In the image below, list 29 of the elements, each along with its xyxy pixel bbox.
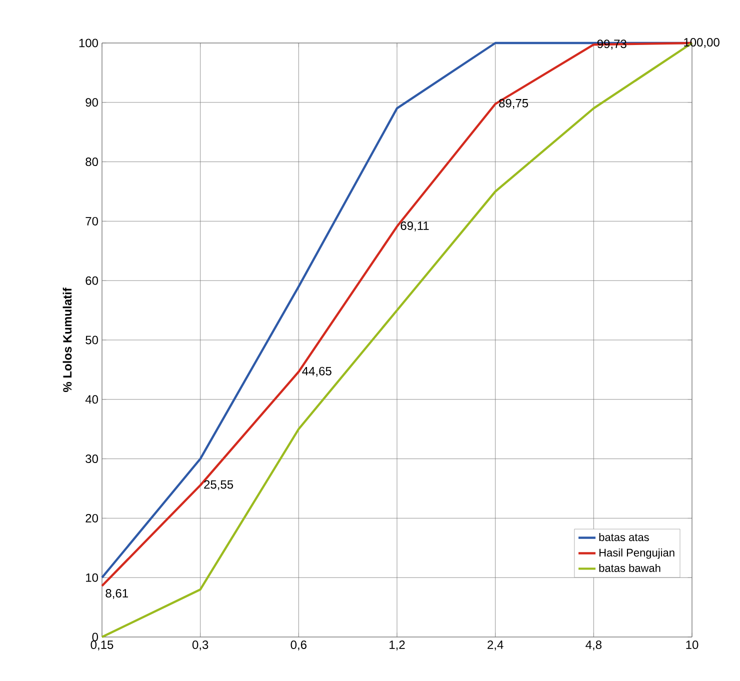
data-label: 100,00 — [684, 38, 720, 48]
data-label: 8,61 — [106, 589, 128, 599]
y-tick-label: 100 — [79, 38, 98, 48]
y-tick-label: 20 — [86, 514, 98, 522]
data-label: 89,75 — [499, 98, 528, 109]
legend-label: Hasil Pengujian — [599, 548, 674, 559]
y-axis-title: % Lolos Kumulatif — [62, 288, 72, 392]
data-label: 44,65 — [302, 366, 332, 377]
y-tick-label: 60 — [86, 276, 98, 285]
y-tick-label: 10 — [86, 573, 98, 582]
y-tick-label: 40 — [85, 395, 98, 404]
x-tick-label: 0,6 — [290, 640, 306, 650]
y-tick-label: 70 — [86, 216, 98, 226]
data-label: 25,55 — [204, 480, 234, 490]
data-label: 69,11 — [400, 222, 429, 232]
y-tick-label: 50 — [86, 336, 98, 344]
legend-label: batas atas — [599, 533, 649, 542]
x-tick-label: 0,15 — [90, 640, 114, 650]
data-label: 99,73 — [597, 40, 626, 50]
x-tick-label: 10 — [686, 640, 698, 650]
x-tick-label: 4,8 — [586, 640, 602, 650]
x-tick-label: 2,4 — [488, 640, 504, 650]
x-tick-label: 1,2 — [390, 640, 405, 650]
y-tick-label: 30 — [86, 454, 98, 464]
x-tick-label: 0,3 — [192, 640, 208, 650]
y-tick-label: 90 — [86, 98, 98, 107]
legend-label: batas bawah — [599, 564, 660, 572]
y-tick-label: 0 — [92, 632, 98, 642]
y-tick-label: 80 — [86, 158, 98, 166]
